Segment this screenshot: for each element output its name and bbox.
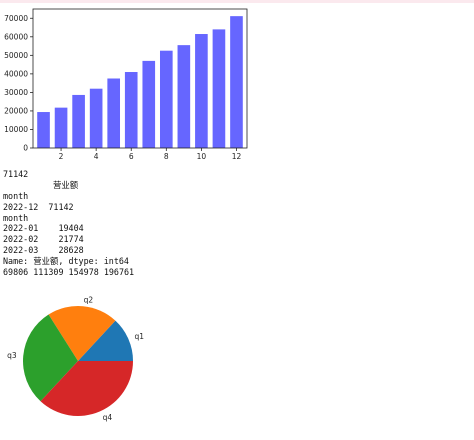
pie-label: q2: [84, 295, 94, 304]
series-name-header: 营业额: [53, 179, 79, 190]
x-tick-label: 6: [129, 152, 134, 160]
bar: [124, 72, 138, 148]
y-tick-label: 30000: [4, 88, 28, 97]
bar: [37, 112, 50, 148]
output-line: 2022-01 19404: [3, 223, 84, 234]
output-line: 2022-03 28628: [3, 245, 84, 256]
output-line: 营业额: [3, 180, 134, 191]
top-border-strip: [0, 0, 474, 3]
bar: [72, 94, 85, 148]
bar: [230, 16, 243, 148]
bar-chart: 2 4 6 8 10 12 0 10000 20000 30000 40000 50000 60000 7…: [4, 8, 248, 160]
y-tick-label: 20000: [4, 107, 28, 116]
output-line: month: [3, 190, 29, 201]
x-tick-label: 12: [232, 152, 242, 160]
pie-slice: [40, 361, 133, 416]
pie-slice: [23, 314, 78, 402]
bar: [142, 60, 156, 148]
output-line: 71142: [3, 169, 29, 179]
bar: [54, 107, 68, 148]
output-line: 2022-12 71142: [3, 201, 74, 212]
x-tick-label: 4: [94, 152, 99, 160]
bar: [177, 45, 191, 148]
pie-label: q3: [7, 351, 17, 360]
y-tick-label: 0: [23, 144, 28, 153]
bar: [89, 88, 103, 148]
pie-slice: [48, 306, 116, 361]
console-output: 71142 营业额 month 2022-12 71142 month 2022-01 1…: [3, 169, 134, 278]
y-tick-label: 70000: [4, 14, 28, 23]
bar: [107, 78, 121, 148]
output-line: Name: 营业额, dtype: int64: [3, 256, 129, 267]
y-tick-label: 10000: [4, 125, 28, 134]
output-line: month: [3, 212, 29, 223]
y-tick-label: 60000: [4, 32, 28, 41]
pie-chart: q1 q2 q3 q4: [7, 295, 144, 422]
plot-frame: [32, 8, 248, 149]
y-tick-label: 50000: [4, 51, 28, 60]
bar: [159, 50, 173, 149]
y-tick-label: 40000: [4, 69, 28, 78]
bar: [195, 34, 208, 148]
pie-slice: [78, 320, 133, 361]
pie-label: q1: [134, 332, 144, 341]
pie-label: q4: [103, 413, 113, 422]
x-tick-label: 10: [197, 152, 207, 160]
x-tick-label: 2: [59, 152, 64, 160]
bar: [212, 29, 226, 149]
x-tick-label: 8: [164, 152, 169, 160]
output-line: 2022-02 21774: [3, 234, 84, 245]
output-line: 69806 111309 154978 196761: [3, 267, 135, 278]
